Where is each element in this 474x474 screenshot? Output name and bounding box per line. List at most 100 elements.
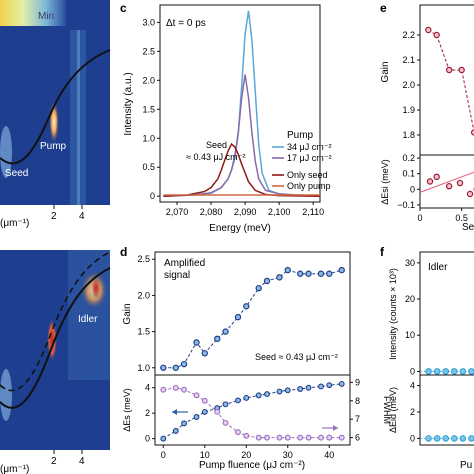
panel-d-gain-point — [193, 339, 200, 346]
panel-d-seed-note: Seed ≈ 0.43 μJ cm⁻² — [255, 352, 338, 362]
panel-d-des-ytick-tick-label: 4 — [145, 383, 150, 393]
panel-d-fwhm-point — [338, 434, 345, 441]
panel-e-gain-ytick-tick-label: 2.2 — [402, 30, 415, 40]
panel-e-desi-point — [433, 173, 440, 181]
panel-c-legend-label: 34 μJ cm⁻² — [287, 142, 331, 152]
panel-f-intensity-ytick-tick-label: 0 — [410, 366, 415, 376]
panel-d-fwhm-line — [163, 387, 342, 439]
panel-d-gain-line — [163, 269, 342, 369]
panel-d-fwhm-point — [264, 434, 270, 441]
panel-d-des-point — [235, 397, 241, 404]
panel-c-ytick-tick-label: 3.0 — [142, 17, 155, 27]
panel-f-deid-point — [425, 435, 432, 442]
panel-d-des-point — [160, 435, 167, 442]
panel-d-fwhm-ytick-tick-label: 9 — [355, 377, 360, 387]
panel-f-intensity-ytick-tick-label: 20 — [405, 294, 415, 304]
panel-d-gain-point — [263, 277, 271, 285]
heatmap-top-xtick-4: 4 — [79, 211, 85, 222]
panel-c-ytick-tick-label: 1.5 — [142, 104, 155, 114]
panel-c-ytick-tick-label: 0 — [150, 191, 155, 201]
panel-c: c Δt = 0 ps Intensity (a.u.) Energy (meV… — [120, 1, 331, 234]
panel-c-xtick-tick-label: 2,080 — [200, 207, 223, 217]
panel-d-des-point — [193, 414, 200, 420]
panel-d-fwhm-ytick-tick-label: 8 — [355, 396, 360, 406]
heatmap-bottom-xtick-2: 2 — [51, 456, 57, 467]
heatmap-bottom-xtick-4: 4 — [79, 456, 85, 467]
panel-e-gain-ylabel: Gain — [380, 61, 391, 82]
panel-d-des-point — [284, 387, 291, 394]
panel-d-gain-point — [326, 270, 333, 277]
panel-letter-d: d — [120, 245, 127, 259]
panel-d-gain-point — [276, 274, 283, 281]
panel-d-fwhm-point — [276, 434, 283, 441]
panel-d-des-point — [222, 401, 229, 408]
panel-f-xlabel: Pu — [460, 460, 472, 471]
panel-d-gain-point — [338, 266, 345, 274]
panel-d-gain-point — [297, 270, 304, 277]
heatmap-top: Min Pump Seed 2 4 (μm⁻¹) — [0, 0, 111, 229]
panel-f-annotation: Idler — [428, 262, 448, 273]
panel-f: f Idler Intensity (counts × 10³) ΔEid (m… — [380, 245, 474, 471]
panel-e-gain-ytick-tick-label: 2.0 — [402, 80, 415, 90]
panel-d-gain-point — [201, 350, 208, 357]
panel-f-deid-point — [450, 435, 458, 442]
panel-d-des-point — [338, 380, 345, 387]
panel-d-gain-point — [172, 364, 179, 371]
panel-e-gain-line — [428, 29, 474, 133]
dispersion-curve-dashed — [0, 251, 111, 392]
panel-d-gain-ytick-tick-label: 1.0 — [137, 363, 150, 373]
colorbar-label: Min — [38, 11, 54, 22]
panel-c-legend-label: Only seed — [287, 170, 328, 180]
arrow-right-head — [333, 425, 338, 431]
panel-e-xtick-tick-label: 0 — [417, 213, 422, 223]
panel-e-desi-ytick-tick-label: 0 — [410, 184, 415, 194]
panel-d-gain-point — [160, 364, 167, 371]
panel-c-xtick-tick-label: 2,110 — [302, 207, 324, 217]
heatmap-top-xunit: (μm⁻¹) — [0, 218, 29, 229]
panel-c-legend-label: 17 μJ cm⁻² — [287, 153, 331, 163]
panel-e-desi-point — [456, 179, 464, 187]
panel-e-desi-ytick-tick-label: −0.1 — [397, 200, 415, 210]
panel-d: d Amplified signal Seed ≈ 0.43 μJ cm⁻² G… — [120, 245, 392, 471]
panel-c-series-line — [163, 142, 321, 197]
panel-c-ytick-tick-label: 0.5 — [142, 162, 155, 172]
panel-d-fwhm-point — [214, 408, 221, 415]
panel-e-desi-point — [445, 182, 453, 190]
panel-d-fwhm-point — [326, 434, 333, 441]
panel-d-xtick-tick-label: 30 — [283, 450, 293, 460]
panel-e-gain-point — [458, 66, 465, 74]
panel-d-fwhm-point — [193, 392, 200, 399]
panel-e-gain-ytick-tick-label: 1.9 — [402, 105, 415, 115]
panel-f-intensity-point — [425, 368, 432, 375]
panel-e-fit-line — [420, 171, 474, 193]
panel-d-gain-ytick-tick-label: 2.5 — [137, 254, 150, 264]
panel-f-intensity-point — [459, 368, 467, 375]
panel-e-desi-ytick-tick-label: 0.1 — [402, 169, 415, 179]
panel-c-xtick-tick-label: 2,090 — [234, 207, 257, 217]
idler-label: Idler — [78, 314, 98, 325]
panel-f-deid-point — [433, 435, 441, 442]
panel-d-des-point — [326, 382, 333, 389]
panel-d-des-point — [264, 391, 270, 398]
panel-d-des-point — [255, 392, 262, 399]
dispersion-curve-top — [0, 49, 111, 165]
panel-d-des-point — [243, 394, 250, 401]
panel-c-ytick-tick-label: 2.0 — [142, 75, 155, 85]
panel-letter-f: f — [380, 245, 385, 259]
seed-annotation-line2: ≈ 0.43 μJ cm⁻² — [186, 152, 245, 162]
panel-d-fwhm-point — [284, 434, 291, 441]
panel-d-gain-ylabel: Gain — [122, 303, 133, 324]
panel-e-desi-point — [426, 178, 434, 185]
panel-f-intensity-point — [450, 368, 458, 375]
panel-e-gain-point — [470, 129, 474, 136]
arrow-left-head — [172, 409, 177, 415]
panel-d-gain-point — [243, 303, 250, 310]
panel-d-fwhm-point — [222, 419, 229, 426]
panel-d-gain-point — [284, 266, 291, 274]
panel-d-fwhm-point — [255, 434, 262, 441]
panel-d-des-ylabel: ΔEs (meV) — [122, 388, 132, 432]
panel-letter-e: e — [380, 1, 387, 15]
panel-e-gain-point — [425, 26, 432, 34]
panel-d-fwhm-point — [160, 386, 167, 393]
panel-d-des-point — [276, 388, 283, 395]
